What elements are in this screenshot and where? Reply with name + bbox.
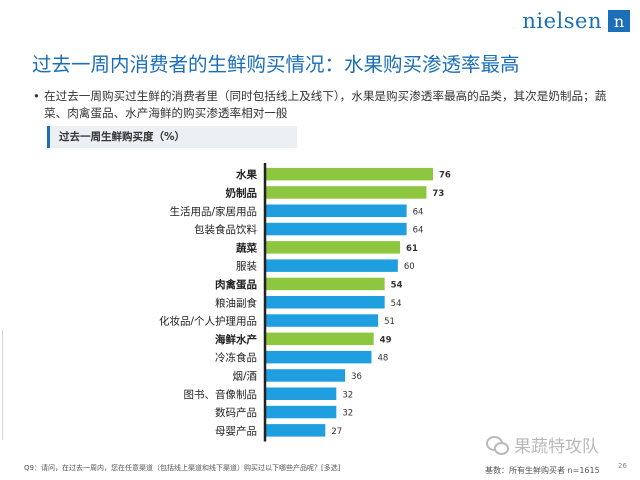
category-label: 蔬菜 xyxy=(236,241,257,254)
category-label: 烟/酒 xyxy=(232,369,257,382)
bar xyxy=(266,277,385,291)
chart-title: 过去一周生鲜购买度（%） xyxy=(47,126,297,148)
summary-text: 在过去一周购买过生鲜的消费者里（同时包括线上及线下），水果是购买渗透率最高的品类… xyxy=(44,89,607,120)
bar xyxy=(266,332,374,346)
brand-mark: n xyxy=(608,10,630,32)
bullet-dot: • xyxy=(33,89,40,103)
wechat-icon xyxy=(486,435,509,455)
category-label: 母婴产品 xyxy=(215,424,257,437)
side-divider xyxy=(2,330,11,440)
category-label: 生活用品/家居用品 xyxy=(169,205,257,218)
data-label: 27 xyxy=(331,427,342,437)
sample-base: 基数：所有生鲜购买者 n=1615 xyxy=(485,466,600,475)
data-label: 49 xyxy=(380,335,392,345)
question-footnote: Q9：请问，在过去一周内，您在任意渠道（包括线上渠道和线下渠道）购买过以下哪些产… xyxy=(24,464,341,472)
summary-bullet: • 在过去一周购买过生鲜的消费者里（同时包括线上及线下），水果是购买渗透率最高的… xyxy=(33,88,619,122)
category-label: 奶制品 xyxy=(226,186,258,199)
data-label: 73 xyxy=(432,189,444,199)
category-label: 冷冻食品 xyxy=(215,351,257,364)
data-label: 60 xyxy=(404,262,415,272)
data-label: 76 xyxy=(439,171,451,181)
data-label: 32 xyxy=(342,409,353,419)
bar xyxy=(266,259,398,272)
data-label: 61 xyxy=(406,244,418,254)
category-label: 包装食品饮料 xyxy=(194,223,257,236)
bar xyxy=(266,222,407,236)
bar xyxy=(266,204,407,217)
bar xyxy=(266,296,385,309)
data-label: 54 xyxy=(391,299,402,309)
category-label: 海鲜水产 xyxy=(215,333,257,346)
data-label: 54 xyxy=(391,280,403,290)
bar xyxy=(266,241,401,254)
bar xyxy=(266,167,433,181)
category-label: 水果 xyxy=(235,168,257,181)
category-label: 化妆品/个人护理用品 xyxy=(159,315,257,328)
watermark: 果蔬特攻队 xyxy=(486,432,599,457)
bar xyxy=(266,314,379,327)
data-label: 36 xyxy=(351,372,362,382)
bar xyxy=(266,387,337,400)
category-label: 肉禽蛋品 xyxy=(215,278,257,291)
data-label: 51 xyxy=(384,317,395,327)
data-label: 48 xyxy=(377,354,388,364)
category-label: 图书、音像制品 xyxy=(184,388,258,401)
page-number: 26 xyxy=(618,462,627,470)
category-label: 服装 xyxy=(236,260,257,273)
bar xyxy=(266,350,372,364)
watermark-text: 果蔬特攻队 xyxy=(514,437,599,457)
bar xyxy=(266,186,427,199)
bar xyxy=(266,369,346,382)
nielsen-logo: nielsen n xyxy=(522,8,630,34)
bar xyxy=(266,424,326,437)
data-label: 64 xyxy=(413,226,424,236)
category-label: 粮油副食 xyxy=(215,296,257,309)
data-label: 64 xyxy=(413,207,424,217)
data-label: 32 xyxy=(342,390,353,400)
bar xyxy=(266,405,337,419)
brand-name: nielsen xyxy=(522,9,602,33)
category-label: 数码产品 xyxy=(215,406,257,419)
page-title: 过去一周内消费者的生鲜购买情况：水果购买渗透率最高 xyxy=(32,53,520,76)
